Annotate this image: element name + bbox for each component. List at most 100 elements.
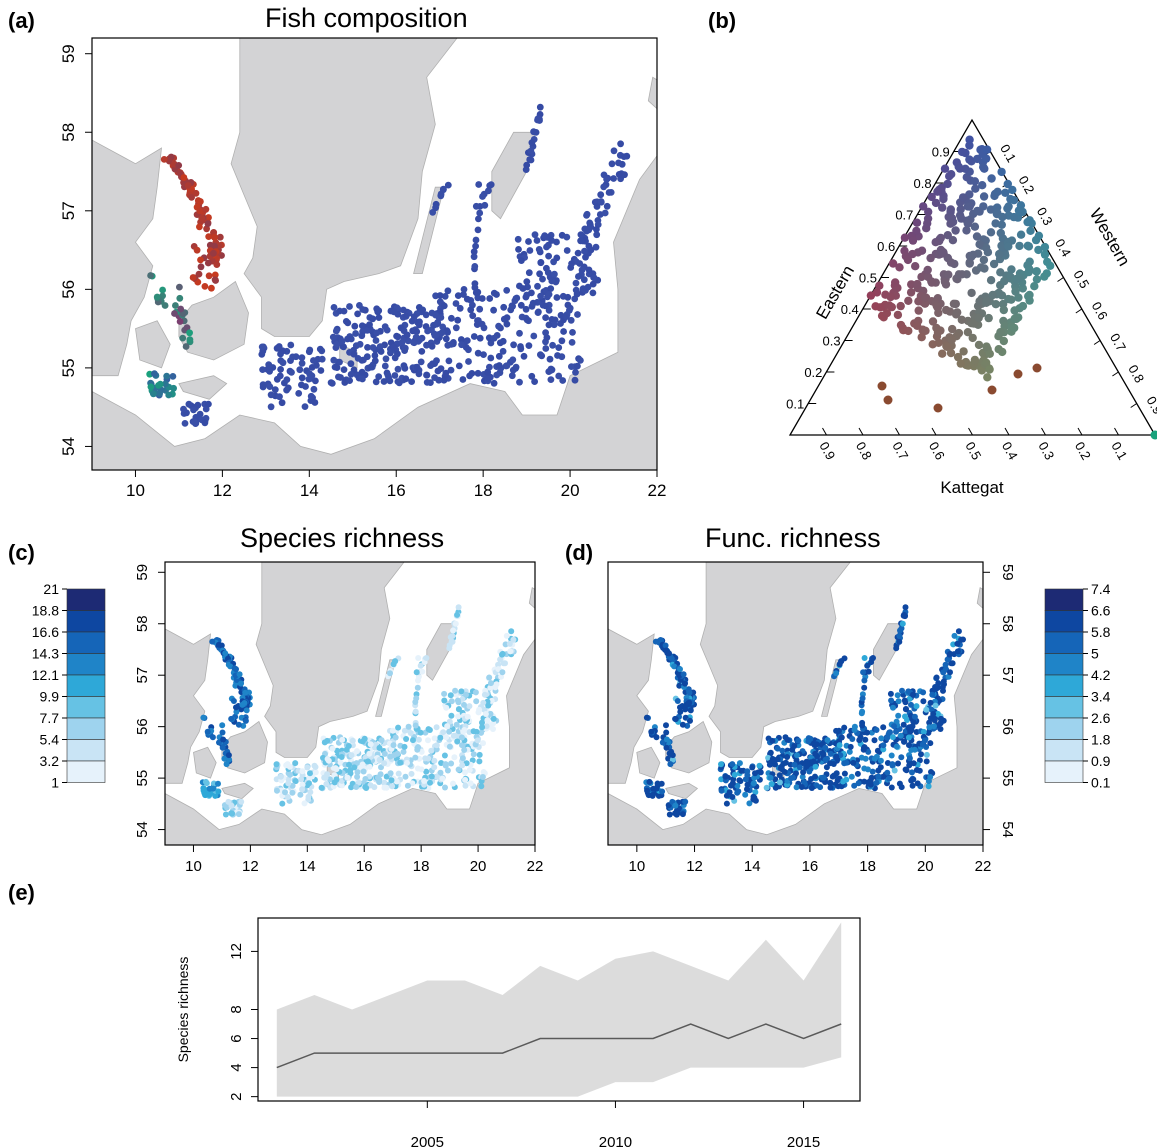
c-station [479, 719, 485, 726]
c-station [389, 727, 396, 734]
d-station [820, 774, 827, 781]
d-station [718, 761, 724, 768]
a-station [466, 372, 473, 380]
a-station [288, 369, 295, 376]
c-station [440, 729, 447, 736]
d-station [880, 724, 887, 731]
c-station [365, 758, 371, 765]
c-station [284, 794, 291, 800]
c-station [363, 785, 370, 791]
c-station [462, 782, 469, 789]
a-station [417, 358, 425, 366]
ternary-point [1032, 267, 1041, 276]
c-station [329, 745, 336, 752]
a-station [527, 156, 535, 164]
a-station [418, 348, 426, 355]
a-station [572, 279, 580, 287]
a-station [400, 362, 408, 369]
d-station [955, 628, 962, 635]
d-station [914, 780, 921, 787]
c-station [448, 698, 455, 705]
c-station [408, 770, 415, 777]
d-station [893, 743, 900, 750]
c-station [388, 777, 395, 784]
c-station [403, 736, 410, 742]
c-station [243, 707, 250, 714]
c-station [487, 710, 494, 717]
a-station [308, 372, 316, 380]
d-station [718, 787, 725, 794]
a-station [400, 306, 407, 314]
a-xtick-label: 10 [126, 481, 145, 500]
a-station [597, 198, 605, 205]
d-station [800, 769, 807, 776]
d-ytick-label: 56 [999, 718, 1016, 735]
d-station [669, 752, 676, 759]
a-station [147, 272, 155, 279]
a-station [434, 319, 442, 326]
ternary-point [988, 290, 997, 300]
d-station [848, 773, 855, 780]
a-station [537, 259, 545, 267]
c-station [238, 706, 245, 713]
a-station [547, 285, 555, 292]
a-station [432, 204, 439, 212]
d-station [680, 671, 687, 678]
a-station [375, 373, 383, 380]
a-station [605, 189, 613, 196]
c-station [455, 766, 462, 773]
c-station [349, 737, 356, 744]
c-station [413, 695, 420, 702]
a-station [481, 201, 489, 209]
a-station [160, 156, 168, 163]
d-station [772, 776, 779, 783]
c-station [444, 767, 451, 774]
a-station [422, 311, 430, 319]
c-station [223, 761, 230, 768]
a-xtick-label: 16 [387, 481, 406, 500]
a-station [597, 191, 605, 199]
a-station [615, 159, 622, 167]
c-station [237, 680, 244, 687]
d-station [906, 762, 913, 769]
a-station [176, 318, 184, 325]
ternary-point [985, 365, 994, 374]
a-station [545, 321, 553, 329]
c-station [455, 713, 462, 720]
a-station [474, 349, 482, 357]
d-station [662, 642, 669, 649]
d-station [841, 724, 848, 731]
d-station [871, 755, 878, 762]
c-station [338, 754, 345, 760]
a-ytick-label: 54 [59, 437, 78, 456]
a-station [474, 369, 482, 377]
ternary-point [907, 280, 916, 289]
ternary-bottom-tick-label: 0.4 [999, 439, 1021, 462]
d-station [874, 747, 881, 754]
d-station [836, 727, 842, 734]
d-station [913, 703, 920, 710]
c-station [441, 697, 448, 704]
c-station [376, 744, 383, 751]
d-station [889, 761, 896, 768]
c-xtick-label: 12 [242, 858, 259, 875]
a-station [372, 337, 380, 344]
a-station [574, 362, 581, 370]
d-station [791, 743, 798, 749]
d-station [794, 752, 800, 759]
c-legend-swatch [66, 739, 106, 762]
d-station [650, 785, 657, 792]
d-station [729, 761, 736, 768]
a-station [472, 289, 480, 297]
ternary-point [1010, 306, 1019, 315]
c-ytick-label: 56 [134, 718, 151, 735]
a-ytick-label: 57 [59, 201, 78, 220]
d-station [920, 689, 927, 696]
ternary-bottom-tick-label: 0.5 [962, 439, 984, 462]
c-station [449, 638, 456, 645]
ternary-point [979, 202, 988, 211]
c-station [206, 785, 213, 792]
a-station [188, 194, 196, 201]
a-station [381, 323, 389, 331]
a-station [470, 248, 478, 256]
